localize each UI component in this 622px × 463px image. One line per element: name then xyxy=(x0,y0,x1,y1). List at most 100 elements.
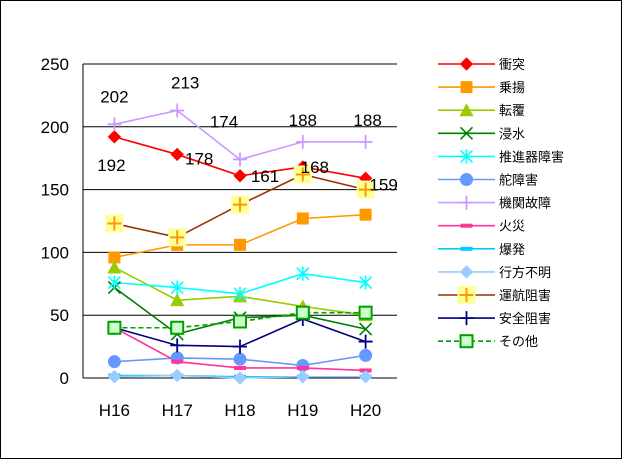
series-line-乗揚 xyxy=(114,213,366,259)
legend-marker xyxy=(459,126,474,140)
data-point-運航阻害 xyxy=(168,228,187,247)
y-axis: 0 50 100 150 200 250 xyxy=(41,55,84,388)
x-tick-label: H20 xyxy=(350,401,381,420)
y-tick-label: 100 xyxy=(41,243,69,262)
data-point-衝突 xyxy=(170,147,184,162)
data-point-行方不明 xyxy=(170,368,184,383)
x-tick-label: H19 xyxy=(287,401,318,420)
data-point-その他 xyxy=(358,305,373,320)
legend-marker xyxy=(459,57,474,71)
legend-item-衝突: 衝突 xyxy=(438,57,525,72)
marker-shape xyxy=(460,173,473,186)
series-markers xyxy=(105,103,375,385)
marker-shape xyxy=(459,265,474,279)
data-label: 168 xyxy=(301,158,329,177)
marker-shape xyxy=(170,320,185,335)
data-point-その他 xyxy=(170,320,185,335)
x-tick-label: H18 xyxy=(224,401,255,420)
marker-shape xyxy=(460,246,473,251)
y-tick-label: 250 xyxy=(41,55,69,74)
marker-shape xyxy=(107,117,122,132)
marker-shape xyxy=(459,288,474,302)
marker-shape xyxy=(170,103,185,118)
legend-marker xyxy=(457,286,476,304)
data-point-舵障害 xyxy=(107,355,121,369)
legend-item-推進器障害: 推進器障害 xyxy=(438,149,564,164)
marker-shape xyxy=(233,152,247,167)
marker-shape xyxy=(295,134,310,149)
marker-shape xyxy=(170,230,185,245)
data-label: 192 xyxy=(97,156,125,175)
data-point-衝突 xyxy=(107,130,122,144)
series-line-その他 xyxy=(114,311,366,329)
marker-shape xyxy=(296,266,310,281)
marker-shape xyxy=(108,251,121,264)
data-point-衝突 xyxy=(233,169,247,183)
marker-shape xyxy=(358,334,373,349)
x-axis: H16 H17 H18 H19 H20 xyxy=(83,377,397,420)
legend-label: その他 xyxy=(499,334,538,349)
legend-marker xyxy=(459,149,474,164)
marker-shape xyxy=(107,130,122,144)
marker-shape xyxy=(358,182,373,197)
data-label: 202 xyxy=(100,87,128,106)
legend-item-行方不明: 行方不明 xyxy=(438,265,551,280)
marker-shape xyxy=(170,280,184,295)
legend-label: 乗揚 xyxy=(499,80,525,95)
data-point-運航阻害 xyxy=(231,195,249,214)
marker-shape xyxy=(107,320,122,335)
marker-shape xyxy=(296,370,310,384)
data-point-火災 xyxy=(296,365,309,370)
marker-shape xyxy=(233,169,247,183)
legend-marker xyxy=(459,265,474,279)
legend-item-爆発: 爆発 xyxy=(438,242,525,257)
data-point-火災 xyxy=(234,365,246,370)
legend-item-乗揚: 乗揚 xyxy=(438,80,525,95)
marker-shape xyxy=(170,368,184,383)
y-tick-label: 50 xyxy=(50,306,69,325)
legend-label: 機関故障 xyxy=(499,196,551,211)
gridlines xyxy=(83,63,397,316)
data-label: 188 xyxy=(289,111,317,130)
data-label: 188 xyxy=(353,111,381,130)
legend-marker xyxy=(459,311,474,326)
data-point-安全阻害 xyxy=(358,334,373,349)
marker-shape xyxy=(233,352,247,366)
legend-marker xyxy=(459,103,474,117)
marker-shape xyxy=(233,339,247,354)
data-label: 161 xyxy=(251,167,279,186)
marker-shape xyxy=(358,370,373,384)
y-tick-label: 0 xyxy=(60,369,69,388)
marker-shape xyxy=(170,147,184,162)
data-point-機関故障 xyxy=(107,117,122,132)
marker-shape xyxy=(171,359,184,364)
data-point-転覆 xyxy=(170,293,185,307)
legend-marker xyxy=(459,195,474,210)
marker-shape xyxy=(107,370,122,384)
data-point-乗揚 xyxy=(234,238,246,251)
marker-shape xyxy=(107,275,121,290)
marker-shape xyxy=(170,293,185,307)
data-point-行方不明 xyxy=(107,370,122,384)
marker-shape xyxy=(234,365,246,370)
marker-shape xyxy=(359,208,372,221)
series-line-機関故障 xyxy=(114,109,366,161)
data-point-乗揚 xyxy=(108,251,121,264)
legend-label: 安全阻害 xyxy=(499,311,551,326)
legend-item-その他: その他 xyxy=(438,334,538,349)
data-point-乗揚 xyxy=(359,208,372,221)
data-point-推進器障害 xyxy=(170,280,184,295)
marker-shape xyxy=(107,216,122,231)
marker-shape xyxy=(233,314,247,329)
legend-marker xyxy=(460,173,473,186)
data-point-転覆 xyxy=(107,260,122,274)
data-point-行方不明 xyxy=(296,370,310,384)
marker-shape xyxy=(459,103,474,117)
legend-label: 舵障害 xyxy=(499,173,538,188)
marker-shape xyxy=(296,358,310,372)
data-point-その他 xyxy=(295,305,310,320)
marker-shape xyxy=(296,365,309,370)
